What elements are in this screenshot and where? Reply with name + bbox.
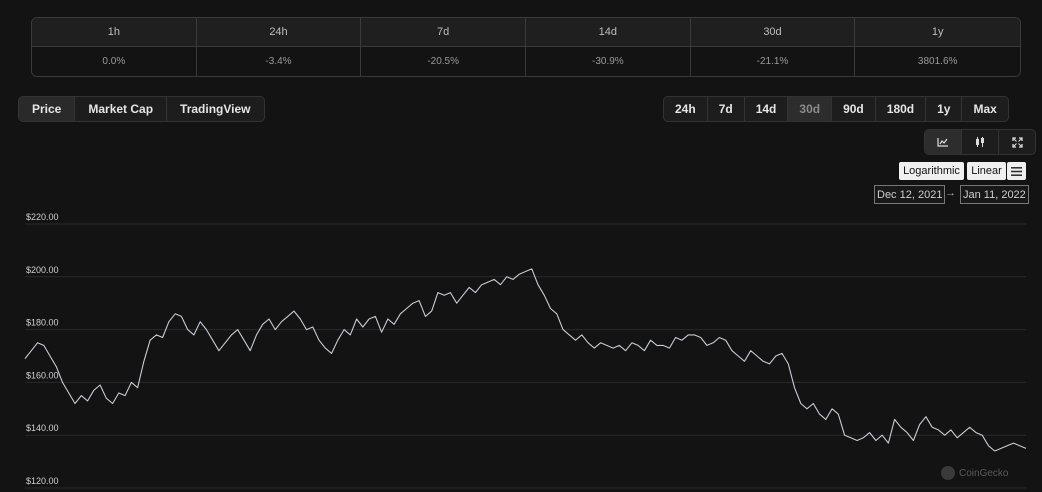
range-24h[interactable]: 24h: [664, 97, 708, 121]
change-header-24h: 24h: [196, 18, 362, 47]
chart-menu-button[interactable]: [1007, 162, 1026, 180]
change-header-1h: 1h: [32, 18, 197, 47]
price-change-table: 1h 24h 7d 14d 30d 1y 0.0% -3.4% -20.5% -30.9% -21.…: [31, 17, 1021, 77]
change-header-14d: 14d: [526, 18, 691, 47]
y-tick-label: $180.00: [26, 318, 59, 328]
coingecko-watermark: CoinGecko: [941, 466, 1008, 480]
price-series-line: [24, 268, 1027, 452]
price-chart[interactable]: $220.00 $200.00 $180.00 $160.00 $140.00 $120.…: [0, 200, 1042, 492]
change-header-7d: 7d: [361, 18, 526, 47]
date-from-input[interactable]: Dec 12, 2021: [874, 185, 946, 204]
metric-tabs: Price Market Cap TradingView: [18, 96, 265, 122]
change-header-30d: 30d: [690, 18, 856, 47]
change-value-14d: -30.9%: [526, 47, 691, 76]
change-value-1h: 0.0%: [32, 47, 197, 76]
watermark-text: CoinGecko: [959, 467, 1009, 479]
tab-market-cap[interactable]: Market Cap: [75, 97, 168, 121]
line-chart-icon[interactable]: [925, 130, 962, 154]
logarithmic-scale-button[interactable]: Logarithmic: [899, 162, 964, 180]
hamburger-icon: [1011, 166, 1022, 176]
y-tick-label: $120.00: [26, 476, 59, 486]
candlestick-icon[interactable]: [962, 130, 999, 154]
y-tick-label: $200.00: [26, 265, 59, 275]
y-tick-label: $220.00: [26, 212, 59, 222]
fullscreen-icon[interactable]: [999, 130, 1035, 154]
range-7d[interactable]: 7d: [708, 97, 745, 121]
change-value-30d: -21.1%: [690, 47, 856, 76]
range-180d[interactable]: 180d: [876, 97, 927, 121]
change-value-7d: -20.5%: [361, 47, 526, 76]
range-90d[interactable]: 90d: [832, 97, 876, 121]
chart-type-toggle: [924, 129, 1036, 155]
change-value-24h: -3.4%: [196, 47, 362, 76]
range-tabs: 24h 7d 14d 30d 90d 180d 1y Max: [663, 96, 1009, 122]
tab-price[interactable]: Price: [19, 97, 76, 121]
tab-tradingview[interactable]: TradingView: [180, 102, 251, 116]
date-to-input[interactable]: Jan 11, 2022: [960, 185, 1029, 204]
change-header-1y: 1y: [855, 18, 1020, 47]
range-1y[interactable]: 1y: [926, 97, 963, 121]
range-30d[interactable]: 30d: [788, 97, 833, 121]
y-tick-label: $160.00: [26, 370, 59, 380]
linear-scale-button[interactable]: Linear: [967, 162, 1006, 180]
range-14d[interactable]: 14d: [745, 97, 789, 121]
date-range-arrow: →: [945, 187, 956, 199]
change-value-1y: 3801.6%: [855, 47, 1020, 76]
range-max[interactable]: Max: [973, 102, 997, 116]
y-tick-label: $140.00: [26, 423, 59, 433]
coingecko-logo-icon: [941, 466, 955, 480]
